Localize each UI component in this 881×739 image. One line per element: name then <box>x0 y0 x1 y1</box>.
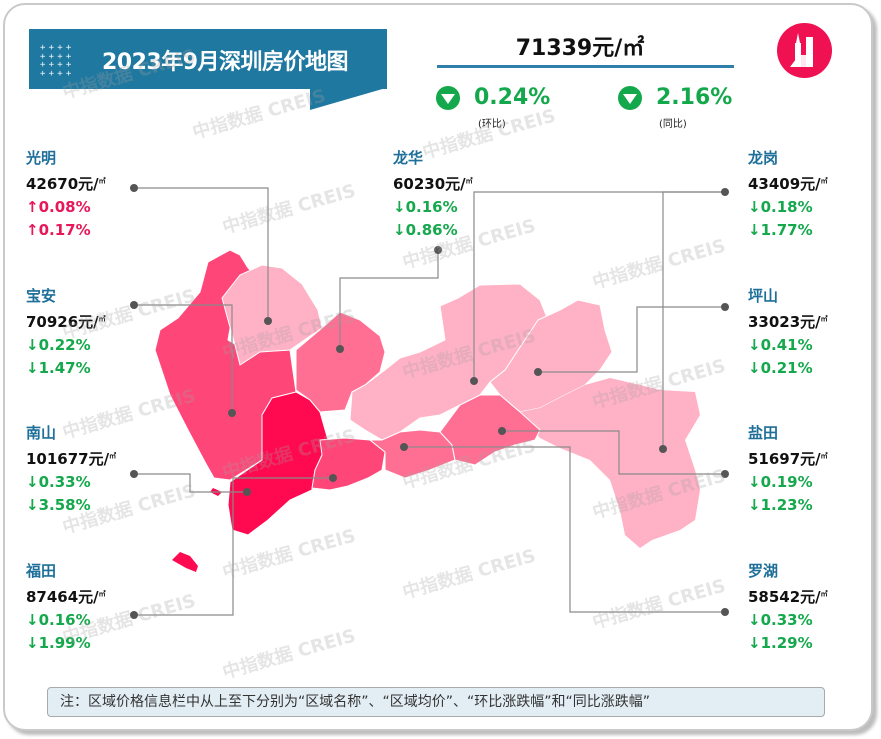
district-yoy: ↓1.99% <box>26 634 91 652</box>
district-name: 宝安 <box>26 287 57 305</box>
region-nanshan <box>227 391 329 536</box>
district-yoy: ↓1.47% <box>26 359 91 377</box>
district-price: 87464元/㎡ <box>26 588 106 606</box>
district-info-baoan: 宝安 70926元/㎡ ↓0.22% ↓1.47% <box>26 285 106 380</box>
mom-change-value: 0.24% <box>474 85 551 110</box>
city-average-price: 71339元/㎡ <box>515 36 645 61</box>
district-price: 58542元/㎡ <box>748 588 828 606</box>
district-price: 42670元/㎡ <box>26 175 106 193</box>
district-mom: ↓0.22% <box>26 336 91 354</box>
district-name: 盐田 <box>748 424 779 442</box>
yoy-change: 2.16% <box>618 85 732 110</box>
district-mom: ↓0.16% <box>26 611 91 629</box>
district-name: 坪山 <box>748 287 779 305</box>
divider <box>437 65 734 68</box>
district-info-pingshan: 坪山 33023元/㎡ ↓0.41% ↓0.21% <box>748 285 828 380</box>
district-name: 罗湖 <box>748 562 779 580</box>
mom-label: (环比) <box>478 119 506 130</box>
district-info-luohu: 罗湖 58542元/㎡ ↓0.33% ↓1.29% <box>748 560 828 655</box>
district-yoy: ↓1.23% <box>748 496 813 514</box>
district-info-futian: 福田 87464元/㎡ ↓0.16% ↓1.99% <box>26 560 106 655</box>
mom-change: 0.24% <box>436 85 550 110</box>
district-price: 60230元/㎡ <box>393 175 473 193</box>
district-name: 龙岗 <box>748 149 779 167</box>
district-mom: ↓0.16% <box>393 198 458 216</box>
district-yoy: ↓0.86% <box>393 221 458 239</box>
down-triangle-icon <box>618 85 642 110</box>
district-name: 光明 <box>26 149 57 167</box>
district-info-longgang: 龙岗 43409元/㎡ ↓0.18% ↓1.77% <box>748 147 828 242</box>
district-info-nanshan: 南山 101677元/㎡ ↓0.33% ↓3.58% <box>26 422 116 517</box>
district-mom: ↓0.33% <box>26 473 91 491</box>
district-price: 101677元/㎡ <box>26 450 117 468</box>
district-info-guangming: 光明 42670元/㎡ ↑0.08% ↑0.17% <box>26 147 106 242</box>
down-triangle-icon <box>436 85 460 110</box>
city-skyline-icon <box>777 23 832 78</box>
district-mom: ↓0.41% <box>748 336 813 354</box>
island <box>172 552 198 572</box>
legend-note: 注：区域价格信息栏中从上至下分别为“区域名称”、“区域均价”、“环比涨跌幅”和“… <box>47 687 825 717</box>
page-title: 2023年9月深圳房价地图 <box>102 50 349 75</box>
yoy-change-value: 2.16% <box>656 85 733 110</box>
district-yoy: ↓1.77% <box>748 221 813 239</box>
district-mom: ↑0.08% <box>26 198 91 216</box>
title-banner <box>29 29 387 89</box>
district-price: 43409元/㎡ <box>748 175 828 193</box>
region-guangming <box>221 264 323 366</box>
district-name: 南山 <box>26 424 57 442</box>
title-banner-tail <box>310 88 386 110</box>
district-mom: ↓0.18% <box>748 198 813 216</box>
district-mom: ↓0.33% <box>748 611 813 629</box>
district-yoy: ↓0.21% <box>748 359 813 377</box>
district-name: 福田 <box>26 562 57 580</box>
region-pingshan <box>520 378 700 548</box>
yoy-label: (同比) <box>659 119 687 130</box>
region-futian <box>311 437 386 491</box>
district-price: 33023元/㎡ <box>748 313 828 331</box>
district-mom: ↓0.19% <box>748 473 813 491</box>
district-yoy: ↓1.29% <box>748 634 813 652</box>
district-price: 70926元/㎡ <box>26 313 106 331</box>
district-yoy: ↑0.17% <box>26 221 91 239</box>
district-info-yantian: 盐田 51697元/㎡ ↓0.19% ↓1.23% <box>748 422 828 517</box>
district-info-longhua: 龙华 60230元/㎡ ↓0.16% ↓0.86% <box>393 147 473 242</box>
district-name: 龙华 <box>393 149 424 167</box>
district-yoy: ↓3.58% <box>26 496 91 514</box>
district-price: 51697元/㎡ <box>748 450 828 468</box>
plus-grid-icon: ++++ ++++ ++++ ++++ <box>40 43 75 79</box>
